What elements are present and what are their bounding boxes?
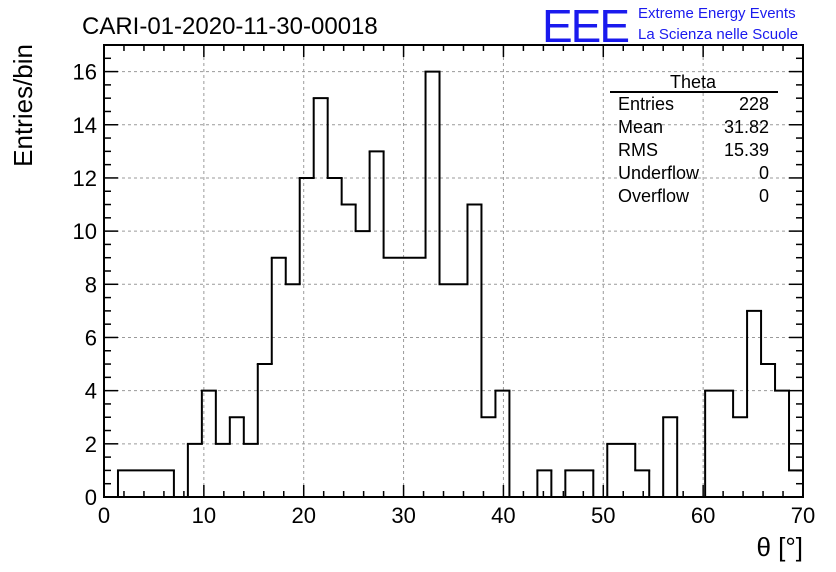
y-tick-label: 2 (85, 432, 97, 457)
stats-label-mean: Mean (618, 117, 663, 137)
logo-line-1: Extreme Energy Events (638, 5, 796, 22)
logo-mark: EEE (542, 0, 628, 52)
axis-ticks (103, 44, 804, 498)
stats-box: Theta Entries 228 Mean 31.82 RMS 15.39 U… (610, 72, 778, 206)
y-tick-label: 10 (73, 219, 97, 244)
y-tick-label: 4 (85, 379, 97, 404)
stats-label-rms: RMS (618, 140, 658, 160)
grid (104, 45, 803, 497)
stats-value-overflow: 0 (759, 186, 769, 206)
stats-value-entries: 228 (739, 94, 769, 114)
stats-label-entries: Entries (618, 94, 674, 114)
stats-label-underflow: Underflow (618, 163, 700, 183)
x-tick-label: 40 (491, 503, 515, 528)
y-tick-label: 12 (73, 166, 97, 191)
y-tick-label: 6 (85, 325, 97, 350)
stats-title: Theta (670, 72, 717, 92)
x-tick-label: 0 (98, 503, 110, 528)
x-tick-label: 10 (192, 503, 216, 528)
stats-value-rms: 15.39 (724, 140, 769, 160)
logo-line-2: La Scienza nelle Scuole (638, 26, 798, 43)
x-tick-label: 30 (391, 503, 415, 528)
x-axis-label: θ [°] (756, 532, 803, 562)
plot-frame (103, 44, 804, 498)
x-tick-label: 50 (591, 503, 615, 528)
y-tick-label: 8 (85, 272, 97, 297)
y-tick-label: 16 (73, 60, 97, 85)
x-tick-labels: 0 10 20 30 40 50 60 70 (98, 503, 815, 528)
stats-label-overflow: Overflow (618, 186, 690, 206)
stats-value-mean: 31.82 (724, 117, 769, 137)
y-tick-label: 14 (73, 113, 97, 138)
y-tick-label: 0 (85, 485, 97, 510)
chart-title: CARI-01-2020-11-30-00018 (82, 13, 378, 40)
stats-value-underflow: 0 (759, 163, 769, 183)
y-tick-labels: 0 2 4 6 8 10 12 14 16 (73, 60, 97, 510)
x-tick-label: 60 (691, 503, 715, 528)
x-tick-label: 70 (791, 503, 815, 528)
logo: EEE Extreme Energy Events La Scienza nel… (542, 0, 798, 52)
y-axis-label: Entries/bin (8, 44, 38, 167)
x-tick-label: 20 (291, 503, 315, 528)
histogram-bars (116, 70, 804, 497)
